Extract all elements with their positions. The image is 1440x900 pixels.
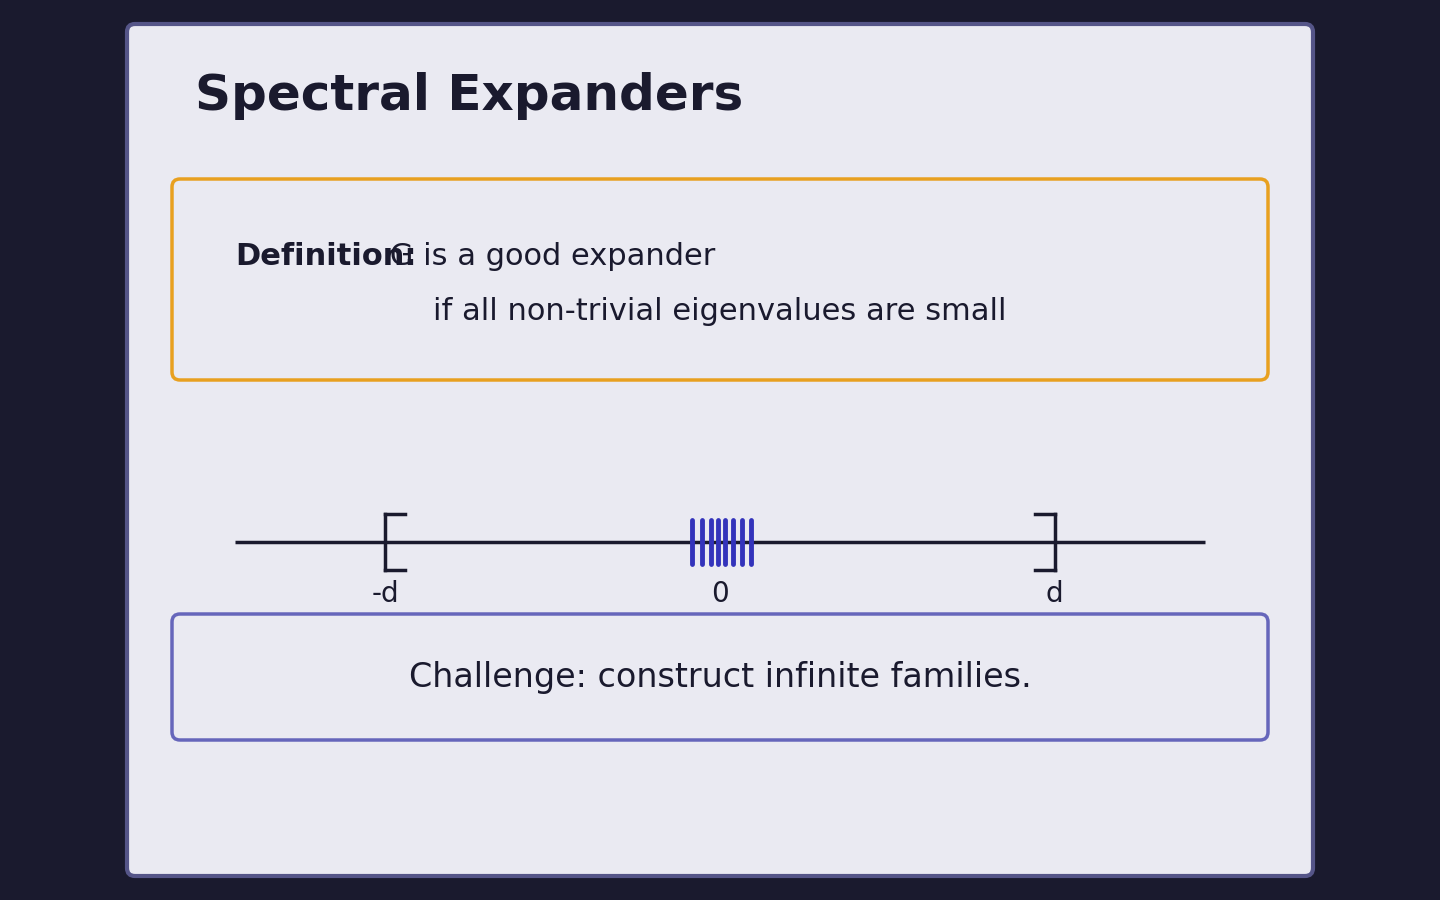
- FancyBboxPatch shape: [171, 614, 1269, 740]
- Text: -d: -d: [372, 580, 399, 608]
- FancyBboxPatch shape: [171, 179, 1269, 380]
- Text: G is a good expander: G is a good expander: [380, 242, 716, 271]
- Text: Spectral Expanders: Spectral Expanders: [194, 72, 743, 120]
- FancyBboxPatch shape: [127, 24, 1313, 876]
- Text: 0: 0: [711, 580, 729, 608]
- Text: Challenge: construct infinite families.: Challenge: construct infinite families.: [409, 661, 1031, 694]
- Text: if all non-trivial eigenvalues are small: if all non-trivial eigenvalues are small: [433, 297, 1007, 326]
- Text: d: d: [1045, 580, 1064, 608]
- Text: Definition:: Definition:: [235, 242, 416, 271]
